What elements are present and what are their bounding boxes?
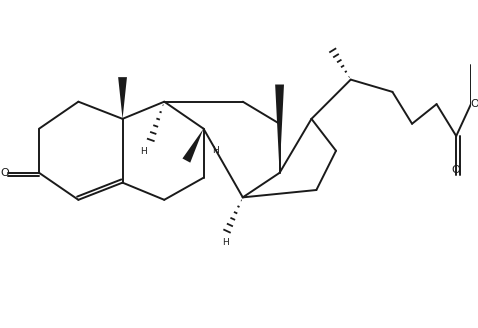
Text: O: O xyxy=(0,168,9,178)
Text: O: O xyxy=(452,165,461,175)
Text: H: H xyxy=(222,238,229,247)
Text: O: O xyxy=(470,99,478,109)
Polygon shape xyxy=(275,85,284,173)
Text: H: H xyxy=(140,147,147,156)
Polygon shape xyxy=(183,129,204,163)
Text: H: H xyxy=(212,146,219,155)
Polygon shape xyxy=(118,77,127,119)
